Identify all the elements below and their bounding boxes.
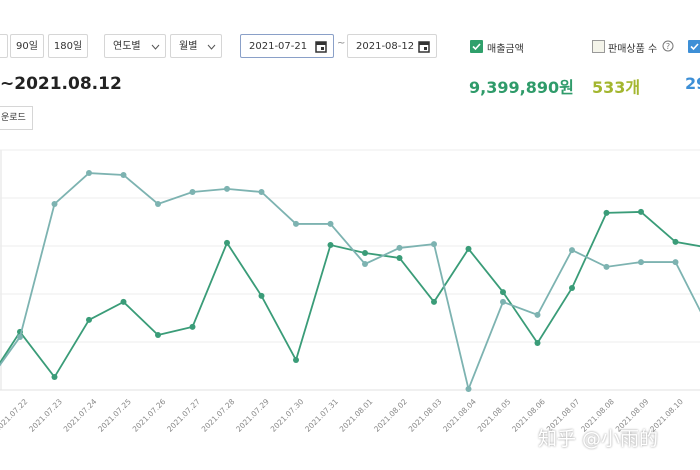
x-tick-label: 2021.08.02 <box>372 397 409 434</box>
data-point <box>224 185 230 192</box>
download-button[interactable]: 운로드 <box>0 106 33 130</box>
chevron <box>151 44 160 50</box>
data-point <box>86 170 92 177</box>
x-tick-label: 2021.07.31 <box>303 397 340 434</box>
date-text: 2021-07-21 <box>249 41 308 52</box>
data-point <box>396 255 403 261</box>
x-tick-label: 2021.08.03 <box>407 397 444 434</box>
data-point <box>293 357 299 363</box>
dropdown-label: 월별 <box>179 41 198 52</box>
data-point <box>534 311 541 318</box>
data-point <box>569 285 575 291</box>
info-icon[interactable]: ? <box>662 40 674 52</box>
data-point <box>638 208 644 215</box>
dropdown[interactable]: 월별 <box>170 34 222 58</box>
metric-value: 533개 <box>592 78 641 97</box>
button[interactable]: 90일 <box>10 34 44 58</box>
data-point <box>293 220 299 227</box>
checkbox[interactable] <box>470 40 483 53</box>
metric-value: 9,399,890원 <box>469 78 574 97</box>
data-point <box>86 316 92 323</box>
checkbox[interactable] <box>688 40 700 53</box>
checkbox[interactable] <box>592 40 605 53</box>
x-tick-label: 2021.07.27 <box>165 397 202 434</box>
data-point <box>431 241 437 248</box>
data-point <box>500 289 506 296</box>
data-point <box>534 339 541 346</box>
data-point <box>569 247 575 254</box>
data-point <box>396 244 403 251</box>
data-point <box>465 245 472 252</box>
data-point <box>603 209 610 216</box>
x-tick-label: 2021.07.24 <box>62 397 99 434</box>
calendar-icon <box>315 41 327 53</box>
date-input[interactable]: 2021-08-12 <box>347 34 437 58</box>
data-point <box>258 189 265 195</box>
metric-label: 판매상품 수 <box>608 44 658 55</box>
date-text: 2021-08-12 <box>356 41 415 52</box>
data-point <box>327 220 334 227</box>
data-point <box>51 374 58 381</box>
x-tick-label: 2021.07.23 <box>27 397 64 434</box>
data-point <box>120 171 127 178</box>
x-tick-label: 2021.08.01 <box>338 397 375 434</box>
date-separator: ~ <box>337 38 346 49</box>
chevron <box>207 44 216 50</box>
data-point <box>327 242 334 249</box>
watermark: 知乎 @小雨的 <box>538 428 659 450</box>
data-point <box>431 298 437 305</box>
metric-label: 매출금액 <box>487 44 524 55</box>
series-line <box>0 172 700 393</box>
data-point <box>603 263 610 270</box>
period-title: ~2021.08.12 <box>0 74 122 94</box>
x-tick-label: 2021.07.29 <box>234 397 271 434</box>
data-point <box>500 298 506 305</box>
data-point <box>465 386 472 393</box>
data-point <box>672 238 679 245</box>
x-tick-label: 2021.07.25 <box>96 397 133 434</box>
dropdown-label: 연도별 <box>113 41 141 52</box>
data-point <box>189 323 196 330</box>
data-point <box>51 201 58 207</box>
data-point <box>17 333 23 340</box>
button[interactable]: 180일 <box>48 34 88 58</box>
button[interactable] <box>0 34 8 58</box>
dropdown[interactable]: 연도별 <box>104 34 166 58</box>
data-point <box>155 332 161 339</box>
data-point <box>189 189 196 195</box>
svg-text:?: ? <box>666 42 670 51</box>
data-point <box>258 292 265 299</box>
data-point <box>672 259 679 266</box>
x-tick-label: 2021.08.04 <box>441 397 478 434</box>
x-tick-label: 2021.07.30 <box>269 397 306 434</box>
data-point <box>362 249 368 256</box>
series-line <box>0 211 700 379</box>
x-tick-label: 2021.07.28 <box>200 397 237 434</box>
data-point <box>155 201 161 207</box>
calendar-icon <box>418 41 430 53</box>
date-input[interactable]: 2021-07-21 <box>240 34 334 58</box>
x-tick-label: 2021.07.26 <box>131 397 168 434</box>
data-point <box>638 259 644 266</box>
data-point <box>224 239 230 246</box>
x-tick-label: 2021.08.05 <box>476 397 513 434</box>
metric-value: 29 <box>685 74 700 93</box>
data-point <box>120 298 127 305</box>
data-point <box>362 261 368 267</box>
x-tick-label: 2021.07.22 <box>0 397 30 434</box>
